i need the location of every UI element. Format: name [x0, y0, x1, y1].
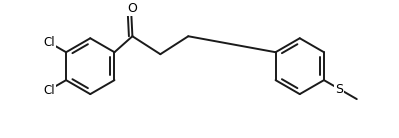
- Text: Cl: Cl: [43, 36, 55, 49]
- Text: O: O: [127, 2, 137, 15]
- Text: S: S: [336, 83, 344, 96]
- Text: Cl: Cl: [43, 84, 55, 97]
